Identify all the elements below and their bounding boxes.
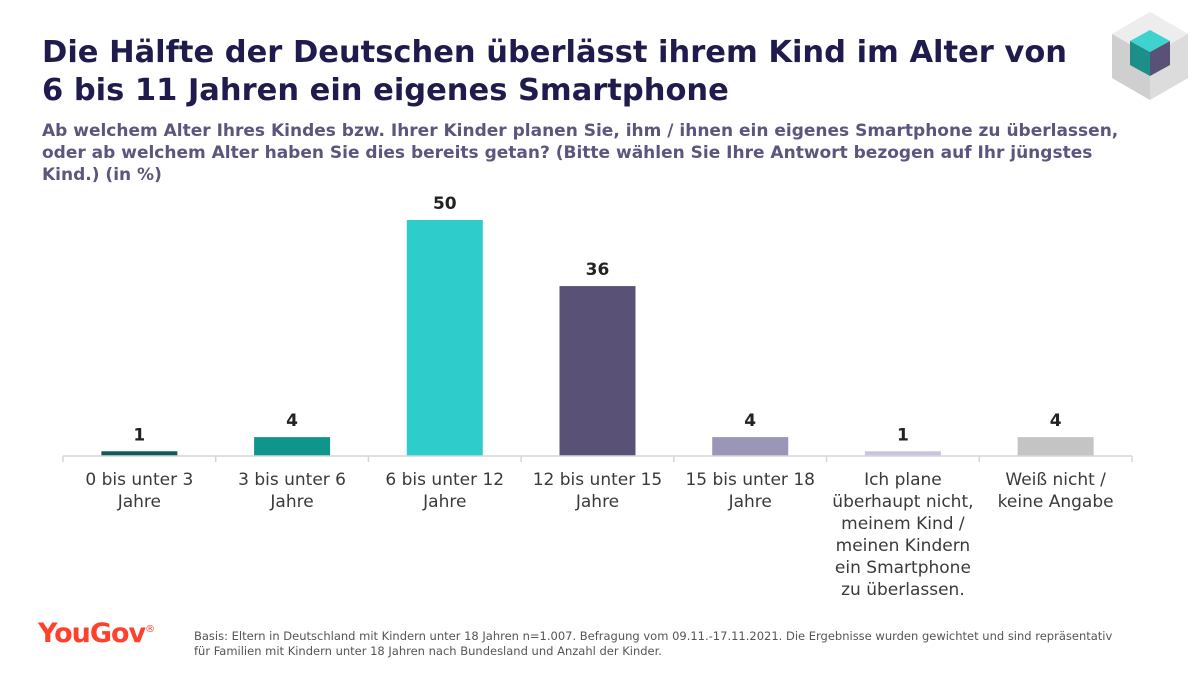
cube-icon — [1112, 12, 1188, 100]
bar-7 — [1017, 437, 1094, 456]
value-label-5: 4 — [744, 411, 756, 431]
bar-1 — [101, 451, 178, 456]
category-label-6: Ich plane überhaupt nicht, meinem Kind / me… — [832, 470, 973, 600]
bar-3 — [406, 220, 483, 456]
bar-5 — [712, 437, 789, 456]
page-title: Die Hälfte der Deutschen überlässt ihrem… — [42, 35, 1067, 108]
question-subtitle: Ab welchem Alter Ihres Kindes bzw. Ihrer… — [42, 121, 1119, 185]
bar-4 — [559, 286, 636, 456]
value-label-3: 50 — [433, 194, 457, 214]
bar-6 — [864, 451, 941, 456]
category-label-1: 0 bis unter 3 Jahre — [85, 470, 193, 512]
category-label-2: 3 bis unter 6 Jahre — [238, 470, 346, 512]
category-label-5: 15 bis unter 18 Jahre — [685, 470, 815, 512]
value-label-1: 1 — [133, 425, 145, 445]
value-label-6: 1 — [897, 425, 909, 445]
footnote: Basis: Eltern in Deutschland mit Kindern… — [194, 629, 1113, 658]
value-label-4: 36 — [586, 260, 610, 280]
value-label-7: 4 — [1050, 411, 1062, 431]
category-label-4: 12 bis unter 15 Jahre — [533, 470, 663, 512]
bar-2 — [254, 437, 331, 456]
value-label-2: 4 — [286, 411, 298, 431]
category-label-7: Weiß nicht / keine Angabe — [998, 470, 1114, 512]
yougov-logo: YouGov® — [38, 618, 156, 649]
bar-chart: 1 4 50 36 4 1 4 0 bis unter 3 Jahre 3 bis unter … — [62, 194, 1133, 600]
category-label-3: 6 bis unter 12 Jahre — [385, 470, 504, 512]
